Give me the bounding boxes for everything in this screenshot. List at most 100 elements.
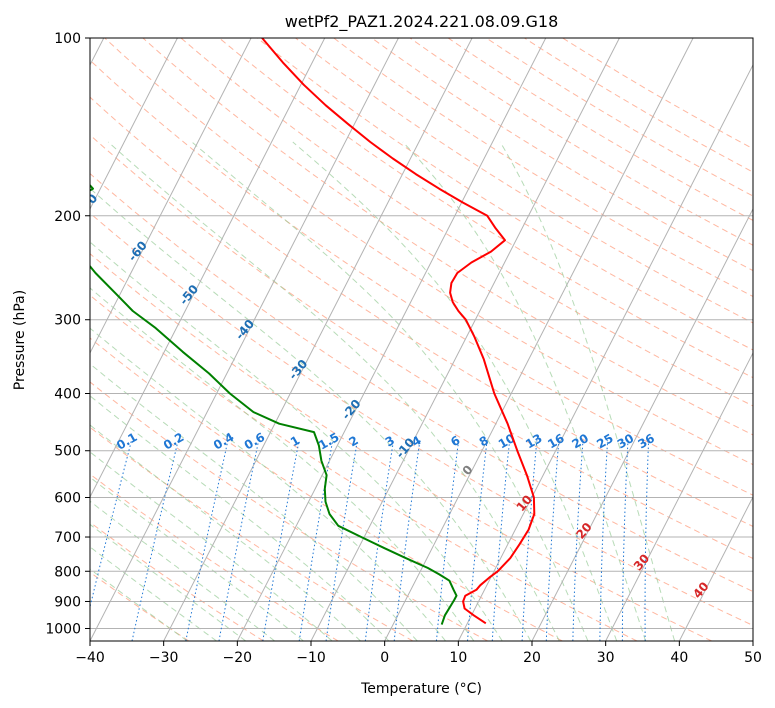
dewpoint-profile <box>90 183 458 625</box>
mixing-ratio-label: 30 <box>615 431 636 451</box>
plot-series <box>90 38 536 625</box>
y-tick-label: 500 <box>54 444 81 460</box>
isotherm <box>605 351 753 641</box>
isotherm <box>752 639 753 641</box>
isotherm <box>163 38 473 641</box>
mixing-ratio-line <box>545 440 560 641</box>
mixing-ratio-line <box>521 440 538 641</box>
y-tick-label: 100 <box>54 31 81 47</box>
isotherm <box>90 38 178 211</box>
dry-adiabat <box>90 253 712 641</box>
moist-adiabat <box>402 141 647 641</box>
theta-label: 20 <box>573 520 594 542</box>
x-tick-label: 10 <box>449 650 467 666</box>
moist-adiabat <box>90 546 217 641</box>
temperature-profile <box>261 38 536 625</box>
y-axis: 1000 900 800 700 600 500 400 300 200 100 <box>45 31 90 637</box>
x-tick-label: −30 <box>149 650 179 666</box>
isotherm <box>384 38 694 641</box>
y-tick-label: 300 <box>54 313 81 329</box>
dry-adiabat <box>333 38 753 298</box>
mixing-ratio-label: 1 <box>288 433 302 449</box>
chart-title: wetPf2_PAZ1.2024.221.08.09.G18 <box>285 12 559 32</box>
y-tick-label: 900 <box>54 594 81 610</box>
x-tick-label: 20 <box>523 650 541 666</box>
plot-frame <box>89 37 754 642</box>
mixing-ratio-label: 13 <box>523 431 544 451</box>
theta-label: 30 <box>631 551 652 573</box>
dry-adiabat <box>486 38 753 197</box>
moist-adiabat <box>499 141 676 641</box>
isotherm <box>90 38 399 641</box>
plot-background-lines <box>90 38 753 641</box>
mixing-ratio-label: 25 <box>594 431 615 451</box>
isotherm <box>90 38 326 499</box>
dry-adiabat <box>90 212 753 627</box>
mixing-ratio-label: 6 <box>448 433 462 449</box>
dry-adiabat <box>90 521 264 641</box>
mixing-ratio-line <box>491 440 511 641</box>
moist-adiabat <box>90 187 532 641</box>
mixing-ratio-label: 16 <box>545 431 566 451</box>
mixing-ratio-line <box>467 440 488 641</box>
x-tick-label: −20 <box>223 650 253 666</box>
dry-adiabat <box>90 294 638 641</box>
moist-adiabat <box>90 451 333 641</box>
mixing-ratio-label: 2 <box>347 433 361 449</box>
mixing-ratio-line <box>364 440 394 641</box>
x-tick-label: 0 <box>380 650 389 666</box>
isotherm <box>310 38 620 641</box>
isotherm-label: -70 <box>76 191 101 217</box>
mixing-ratio-line <box>393 440 421 641</box>
mixing-ratio-line <box>262 440 300 641</box>
dry-adiabat <box>90 426 414 641</box>
y-axis-label: Pressure (hPa) <box>12 290 28 390</box>
isotherm <box>457 63 753 641</box>
y-tick-label: 600 <box>54 490 81 506</box>
mixing-ratio-line <box>435 440 460 641</box>
y-tick-label: 700 <box>54 530 81 546</box>
zero-label: 0 <box>460 463 476 478</box>
mixing-ratio-label: 36 <box>636 431 657 451</box>
dry-adiabat <box>90 172 753 593</box>
mixing-ratio-line <box>599 440 609 641</box>
x-tick-label: 40 <box>670 650 688 666</box>
isotherm <box>236 38 547 641</box>
dry-adiabat <box>524 38 753 173</box>
mixing-ratio-line <box>131 440 179 641</box>
isotherm <box>90 38 252 355</box>
dry-adiabat <box>218 38 753 379</box>
x-axis-label: Temperature (°C) <box>360 681 482 697</box>
isotherm <box>531 207 753 641</box>
isotherm-label: -80 <box>27 143 52 169</box>
mixing-ratio-label: 0.2 <box>161 430 186 453</box>
y-tick-label: 400 <box>54 387 81 403</box>
mixing-ratio-line <box>185 440 229 641</box>
mixing-ratio-label: 0.4 <box>211 430 236 453</box>
x-axis: −40 −30 −20 −10 0 10 20 30 40 50 <box>75 641 762 666</box>
theta-label: 40 <box>690 579 711 601</box>
mixing-ratio-line <box>572 440 584 641</box>
y-tick-label: 800 <box>54 564 81 580</box>
y-tick-label: 200 <box>54 209 81 225</box>
moist-adiabat <box>90 476 304 641</box>
x-tick-label: −10 <box>296 650 326 666</box>
x-tick-label: 30 <box>597 650 615 666</box>
mixing-ratio-line <box>644 440 650 641</box>
dry-adiabat <box>295 38 753 324</box>
dry-adiabat <box>142 38 753 436</box>
x-tick-label: −40 <box>75 650 105 666</box>
mixing-ratio-line <box>218 440 260 641</box>
dry-adiabat <box>90 96 753 527</box>
mixing-ratio-line <box>90 440 132 610</box>
dry-adiabat <box>256 38 753 351</box>
dry-adiabat <box>180 38 753 407</box>
mixing-ratio-line <box>621 440 629 641</box>
theta-label: 10 <box>514 492 535 514</box>
mixing-ratio-label: 3 <box>383 433 397 449</box>
mixing-ratio-line <box>325 440 358 641</box>
y-tick-label: 1000 <box>45 621 81 637</box>
mixing-ratio-label: 0.6 <box>242 430 267 453</box>
x-tick-label: 50 <box>744 650 762 666</box>
